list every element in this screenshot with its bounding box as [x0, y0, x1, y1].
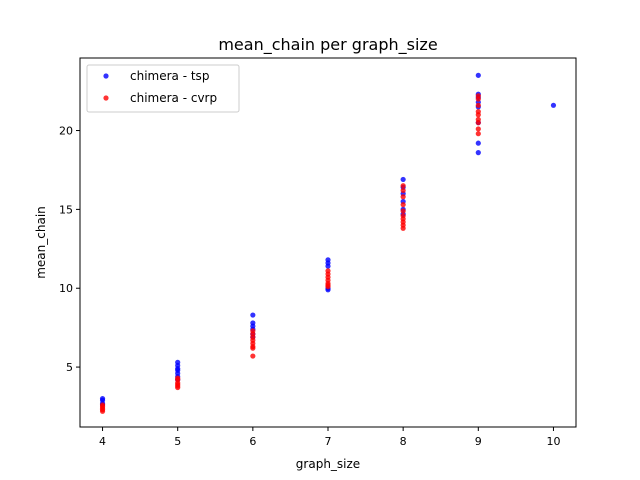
x-tick-label: 6 [249, 435, 256, 448]
data-point [250, 345, 256, 351]
x-tick-label: 9 [475, 435, 482, 448]
data-point [400, 194, 406, 200]
series-1 [99, 93, 481, 414]
y-tick-label: 15 [59, 203, 73, 216]
data-point [250, 312, 256, 318]
x-tick-label: 5 [174, 435, 181, 448]
y-tick-label: 5 [66, 361, 73, 374]
legend-marker-cvrp [103, 95, 109, 101]
y-tick-label: 10 [59, 282, 73, 295]
data-point [400, 225, 406, 231]
x-tick-label: 4 [99, 435, 106, 448]
data-point [325, 263, 331, 269]
data-point [475, 102, 481, 108]
legend-label-tsp: chimera - tsp [130, 69, 209, 83]
data-point [475, 120, 481, 126]
x-tick-label: 7 [325, 435, 332, 448]
data-point [400, 183, 406, 189]
data-point [400, 208, 406, 214]
plot-frame [79, 57, 577, 428]
x-axis-label: graph_size [296, 457, 360, 471]
legend: chimera - tsp chimera - cvrp [86, 64, 240, 113]
series-0 [99, 72, 557, 408]
y-axis-label: mean_chain [34, 206, 48, 279]
y-tick-label: 20 [59, 125, 73, 138]
chart-title: mean_chain per graph_size [218, 35, 437, 55]
x-tick-label: 10 [546, 435, 560, 448]
legend-label-cvrp: chimera - cvrp [130, 91, 217, 105]
data-point [325, 284, 331, 290]
data-point [400, 187, 406, 194]
data-point [175, 384, 181, 391]
legend-marker-tsp [103, 73, 109, 79]
data-point [550, 102, 557, 108]
data-point [400, 202, 406, 208]
data-point [475, 96, 481, 102]
x-tick-label: 8 [400, 435, 407, 448]
points-layer [99, 72, 557, 414]
data-point [475, 131, 481, 137]
data-point [250, 353, 256, 359]
legend-box [86, 64, 240, 113]
data-point [475, 126, 481, 132]
data-point [475, 72, 481, 78]
data-point [475, 150, 481, 156]
data-point [99, 408, 106, 414]
data-point [475, 140, 481, 146]
ticks-layer: 4 5 6 7 8 9 10 5 10 15 20 [59, 125, 560, 448]
data-point [475, 112, 481, 118]
data-point [400, 176, 406, 183]
